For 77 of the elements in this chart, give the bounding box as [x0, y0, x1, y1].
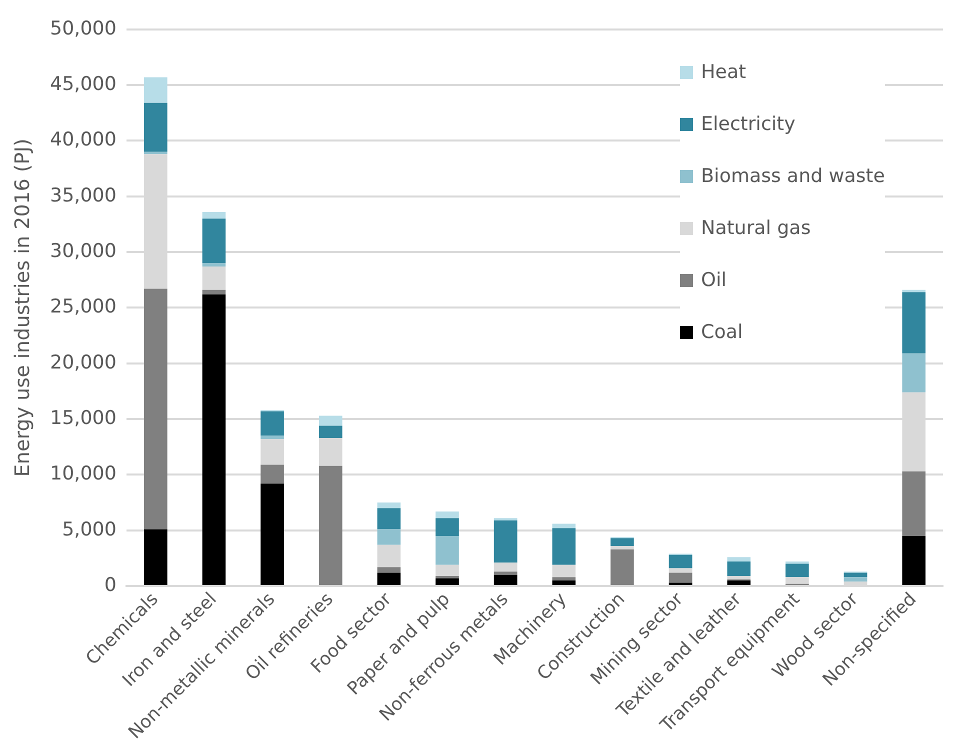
bar	[436, 518, 459, 536]
y-tick-label: 15,000	[50, 406, 116, 429]
bar	[902, 353, 926, 392]
legend-label: Oil	[701, 269, 727, 291]
bar	[436, 511, 459, 518]
y-tick-label: 20,000	[50, 351, 116, 374]
bar	[202, 218, 226, 264]
bar	[436, 564, 459, 576]
bar	[144, 288, 168, 530]
legend-label: Heat	[701, 61, 746, 83]
y-tick-label: 10,000	[50, 462, 116, 485]
bar	[377, 508, 401, 530]
bar	[202, 266, 226, 290]
legend-label: Natural gas	[701, 217, 811, 239]
bar	[377, 567, 401, 573]
bar	[318, 438, 342, 466]
legend-label: Coal	[701, 321, 743, 343]
bar	[552, 564, 576, 578]
bar	[144, 152, 168, 154]
bar	[668, 568, 692, 573]
bar	[668, 582, 692, 586]
bar	[260, 439, 284, 465]
y-tick-label: 50,000	[50, 17, 116, 40]
bar	[318, 416, 342, 426]
bar	[436, 578, 459, 586]
bar	[610, 546, 634, 550]
legend-label: Electricity	[701, 113, 796, 135]
bar	[494, 520, 518, 563]
bar	[902, 536, 926, 586]
bar	[552, 577, 576, 580]
bar	[844, 577, 868, 582]
bar	[668, 554, 692, 568]
bar	[260, 484, 284, 586]
bar	[902, 471, 926, 536]
bar	[260, 411, 284, 436]
bar	[494, 574, 518, 586]
y-tick-label: 30,000	[50, 240, 116, 262]
legend-label: Biomass and waste	[701, 165, 885, 187]
bar	[202, 263, 226, 267]
y-axis-title: Energy use industries in 2016 (PJ)	[10, 138, 34, 477]
bar	[260, 464, 284, 484]
bar	[786, 564, 809, 578]
bar	[727, 576, 751, 580]
y-tick-label: 0	[104, 574, 116, 596]
bar	[844, 572, 868, 578]
bar	[494, 562, 518, 572]
bar	[902, 292, 926, 354]
bar	[727, 562, 751, 576]
bar	[377, 544, 401, 568]
bar	[144, 102, 168, 152]
bar	[318, 466, 342, 586]
bar	[318, 426, 342, 438]
bar	[668, 572, 692, 583]
bar	[144, 77, 168, 103]
bar	[202, 294, 226, 586]
bar	[436, 536, 459, 565]
bar	[727, 557, 751, 562]
bar	[377, 529, 401, 545]
bar	[552, 528, 576, 565]
y-tick-label: 25,000	[50, 296, 116, 318]
bar	[202, 290, 226, 294]
bar	[144, 529, 168, 586]
bar	[610, 549, 634, 586]
bar	[202, 212, 226, 219]
bar	[902, 290, 926, 292]
y-tick-label: 35,000	[50, 184, 116, 206]
bar	[494, 572, 518, 575]
bar	[377, 572, 401, 586]
bar	[377, 502, 401, 508]
bar	[552, 524, 576, 528]
bar	[610, 538, 634, 546]
bar	[552, 580, 576, 586]
bar	[727, 580, 751, 586]
bar	[260, 436, 284, 440]
y-tick-label: 40,000	[50, 128, 116, 151]
y-tick-label: 45,000	[50, 73, 116, 96]
y-tick-label: 5,000	[62, 518, 116, 540]
